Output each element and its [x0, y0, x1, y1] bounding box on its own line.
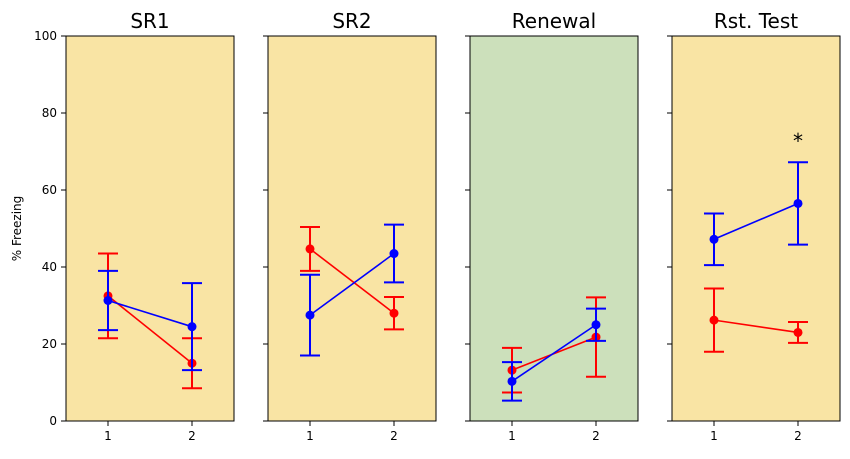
data-point-3-2-2 — [591, 320, 601, 330]
x-tick-label-2-2: 2 — [390, 429, 398, 443]
y-tick-label-100: 100 — [34, 29, 57, 43]
panel-title-2: SR2 — [332, 9, 371, 33]
data-point-4-2-1 — [709, 234, 719, 244]
series-line-4-1 — [713, 319, 799, 334]
y-axis-label: % Freezing — [10, 196, 24, 262]
series-line-4-2 — [713, 202, 799, 241]
panel-frame-3 — [469, 35, 639, 422]
series-line-1-2 — [107, 299, 193, 328]
data-point-1-2-1 — [103, 295, 113, 305]
data-point-4-1-2 — [793, 327, 803, 337]
panel-frame-2 — [267, 35, 437, 422]
data-point-4-2-2 — [793, 198, 803, 208]
data-point-2-1-2 — [389, 308, 399, 318]
x-tick-label-2-1: 1 — [306, 429, 314, 443]
panel-title-4: Rst. Test — [714, 9, 798, 33]
panel-title-3: Renewal — [512, 9, 596, 33]
y-tick-label-0: 0 — [49, 414, 57, 428]
x-tick-label-3-2: 2 — [592, 429, 600, 443]
panel-frame-1 — [65, 35, 235, 422]
panel-frame-4 — [671, 35, 841, 422]
data-point-2-2-2 — [389, 249, 399, 259]
series-line-2-2 — [309, 252, 395, 316]
y-tick-label-20: 20 — [42, 337, 57, 351]
panel-background-2 — [268, 36, 436, 421]
x-tick-label-4-2: 2 — [794, 429, 802, 443]
x-tick-label-4-1: 1 — [710, 429, 718, 443]
data-point-1-2-2 — [187, 322, 197, 332]
panel-title-1: SR1 — [130, 9, 169, 33]
data-point-2-1-1 — [305, 244, 315, 254]
panel-background-4 — [672, 36, 840, 421]
y-tick-label-40: 40 — [42, 260, 57, 274]
annotation-4-1: * — [793, 129, 803, 153]
x-tick-label-1-1: 1 — [104, 429, 112, 443]
series-line-2-1 — [309, 248, 395, 314]
panel-background-3 — [470, 36, 638, 421]
data-point-2-2-1 — [305, 310, 315, 320]
data-point-3-2-1 — [507, 376, 517, 386]
y-tick-label-80: 80 — [42, 106, 57, 120]
y-tick-label-60: 60 — [42, 183, 57, 197]
data-point-4-1-1 — [709, 315, 719, 325]
panel-background-1 — [66, 36, 234, 421]
x-tick-label-3-1: 1 — [508, 429, 516, 443]
series-line-1-1 — [107, 295, 193, 364]
x-tick-label-1-2: 2 — [188, 429, 196, 443]
series-line-3-2 — [511, 324, 597, 383]
